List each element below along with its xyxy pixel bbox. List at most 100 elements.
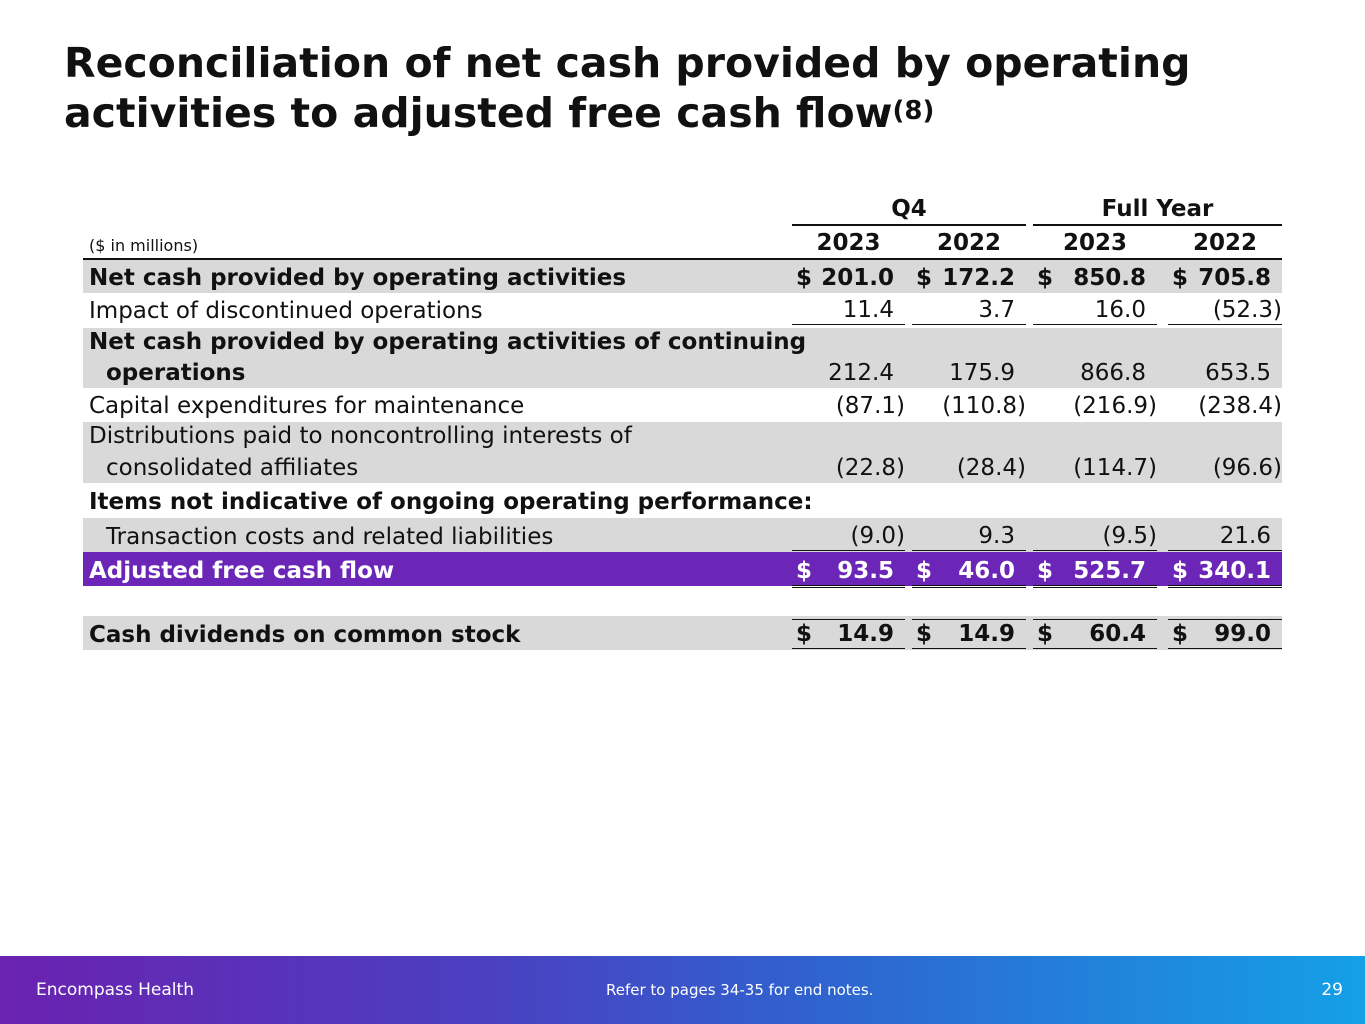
column-group-full-year: Full Year bbox=[1033, 194, 1282, 226]
table-row: Transaction costs and related liabilitie… bbox=[83, 518, 1282, 552]
cell-value: 525.7 bbox=[1073, 558, 1146, 584]
title-text: Reconciliation of net cash provided by o… bbox=[64, 39, 1191, 137]
cell-value: (110.8) bbox=[942, 393, 1026, 419]
row-label: Items not indicative of ongoing operatin… bbox=[89, 489, 813, 515]
cell-value: 653.5 bbox=[1205, 360, 1271, 386]
currency-symbol: $ bbox=[1037, 265, 1054, 291]
cell-value: 99.0 bbox=[1214, 621, 1271, 647]
cell-q4-2023: (9.0) bbox=[792, 522, 905, 551]
cell-q4-2022: (28.4) bbox=[912, 454, 1026, 482]
table-row: Cash dividends on common stock bbox=[83, 616, 1282, 650]
cell-q4-2023: $201.0 bbox=[792, 264, 905, 292]
unit-label: ($ in millions) bbox=[89, 236, 199, 255]
cell-fy-2022: (52.3) bbox=[1168, 296, 1282, 325]
title-endnote-marker: (8) bbox=[892, 96, 935, 126]
table-row: Net cash provided by operating activitie… bbox=[83, 328, 1282, 388]
cell-value: (216.9) bbox=[1073, 393, 1157, 419]
cell-q4-2022: $46.0 bbox=[912, 557, 1026, 588]
cell-value: (87.1) bbox=[835, 393, 905, 419]
row-label: Net cash provided by operating activitie… bbox=[89, 265, 627, 291]
dividend-values: $14.9 $14.9 $60.4 $99.0 bbox=[83, 614, 1282, 650]
cell-value: 340.1 bbox=[1198, 558, 1271, 584]
row-label-line-2: operations bbox=[106, 360, 246, 386]
cell-q4-2023: (87.1) bbox=[792, 392, 905, 420]
cell-fy-2023: $60.4 bbox=[1033, 619, 1157, 649]
cell-value: (9.5) bbox=[1102, 523, 1157, 549]
currency-symbol: $ bbox=[796, 558, 813, 584]
cell-fy-2023: 866.8 bbox=[1033, 359, 1157, 387]
currency-symbol: $ bbox=[796, 265, 813, 291]
currency-symbol: $ bbox=[916, 621, 933, 647]
cell-fy-2022: (238.4) bbox=[1168, 392, 1282, 420]
cell-q4-2022: 3.7 bbox=[912, 296, 1026, 325]
cell-value: 14.9 bbox=[958, 621, 1015, 647]
cell-value: 201.0 bbox=[821, 265, 894, 291]
cell-fy-2022: $99.0 bbox=[1168, 619, 1282, 649]
cell-value: 46.0 bbox=[958, 558, 1015, 584]
cell-value: 705.8 bbox=[1198, 265, 1271, 291]
cell-fy-2022: (96.6) bbox=[1168, 454, 1282, 482]
cell-q4-2023: 11.4 bbox=[792, 296, 905, 325]
cell-value: 850.8 bbox=[1073, 265, 1146, 291]
currency-symbol: $ bbox=[1172, 265, 1189, 291]
page-number: 29 bbox=[1321, 980, 1343, 1000]
currency-symbol: $ bbox=[916, 558, 933, 584]
footer-brand: Encompass Health bbox=[36, 980, 194, 1000]
cell-q4-2023: 212.4 bbox=[792, 359, 905, 387]
cell-value: (52.3) bbox=[1212, 297, 1282, 323]
currency-symbol: $ bbox=[796, 621, 813, 647]
cell-q4-2023: (22.8) bbox=[792, 454, 905, 482]
cell-value: 93.5 bbox=[837, 558, 894, 584]
cell-value: (28.4) bbox=[956, 455, 1026, 481]
cell-fy-2023: (114.7) bbox=[1033, 454, 1157, 482]
table-row: Net cash provided by operating activitie… bbox=[83, 258, 1282, 293]
year-header-fy-2022: 2022 bbox=[1192, 230, 1257, 256]
row-label: Cash dividends on common stock bbox=[89, 622, 521, 648]
currency-symbol: $ bbox=[916, 265, 933, 291]
cell-fy-2022: 653.5 bbox=[1168, 359, 1282, 387]
cell-fy-2022: 21.6 bbox=[1168, 522, 1282, 551]
currency-symbol: $ bbox=[1037, 621, 1054, 647]
cell-value: 21.6 bbox=[1219, 523, 1271, 549]
row-label-line-2: consolidated affiliates bbox=[106, 455, 359, 481]
cell-value: 3.7 bbox=[978, 297, 1015, 323]
cell-value: (238.4) bbox=[1198, 393, 1282, 419]
year-header-fy-2023: 2023 bbox=[1062, 230, 1127, 256]
table-row-highlight: Adjusted free cash flow bbox=[83, 552, 1282, 586]
cell-value: 866.8 bbox=[1080, 360, 1146, 386]
table-row: Capital expenditures for maintenance (87… bbox=[83, 388, 1282, 421]
cell-fy-2022: $340.1 bbox=[1168, 557, 1282, 588]
column-group-q4: Q4 bbox=[792, 194, 1026, 226]
cell-q4-2022: 9.3 bbox=[912, 522, 1026, 551]
cell-value: 175.9 bbox=[949, 360, 1015, 386]
row-label: Capital expenditures for maintenance bbox=[89, 393, 525, 419]
cell-value: 172.2 bbox=[942, 265, 1015, 291]
cell-value: 9.3 bbox=[978, 523, 1015, 549]
cell-value: (9.0) bbox=[850, 523, 905, 549]
row-label: Impact of discontinued operations bbox=[89, 298, 483, 324]
row-label: Adjusted free cash flow bbox=[89, 558, 395, 584]
highlight-values: $93.5 $46.0 $525.7 $340.1 bbox=[83, 552, 1282, 589]
cell-q4-2023: $14.9 bbox=[792, 619, 905, 649]
cell-q4-2022: (110.8) bbox=[912, 392, 1026, 420]
cell-q4-2022: 175.9 bbox=[912, 359, 1026, 387]
page-title: Reconciliation of net cash provided by o… bbox=[64, 38, 1294, 138]
footer-endnote-reference: Refer to pages 34-35 for end notes. bbox=[606, 981, 874, 999]
currency-symbol: $ bbox=[1172, 621, 1189, 647]
cell-value: (114.7) bbox=[1073, 455, 1157, 481]
year-header-q4-2023: 2023 bbox=[816, 230, 881, 256]
cell-q4-2023: $93.5 bbox=[792, 557, 905, 588]
cell-fy-2023: $525.7 bbox=[1033, 557, 1157, 588]
table-row: Impact of discontinued operations 11.4 3… bbox=[83, 292, 1282, 326]
cell-q4-2022: $172.2 bbox=[912, 264, 1026, 292]
row-label: Transaction costs and related liabilitie… bbox=[106, 524, 554, 550]
currency-symbol: $ bbox=[1172, 558, 1189, 584]
cell-value: 212.4 bbox=[828, 360, 894, 386]
cell-value: 16.0 bbox=[1094, 297, 1146, 323]
currency-symbol: $ bbox=[1037, 558, 1054, 584]
cell-fy-2023: $850.8 bbox=[1033, 264, 1157, 292]
cell-fy-2023: (9.5) bbox=[1033, 522, 1157, 551]
cell-fy-2023: (216.9) bbox=[1033, 392, 1157, 420]
row-label-line-1: Distributions paid to noncontrolling int… bbox=[89, 423, 632, 449]
cell-fy-2022: $705.8 bbox=[1168, 264, 1282, 292]
